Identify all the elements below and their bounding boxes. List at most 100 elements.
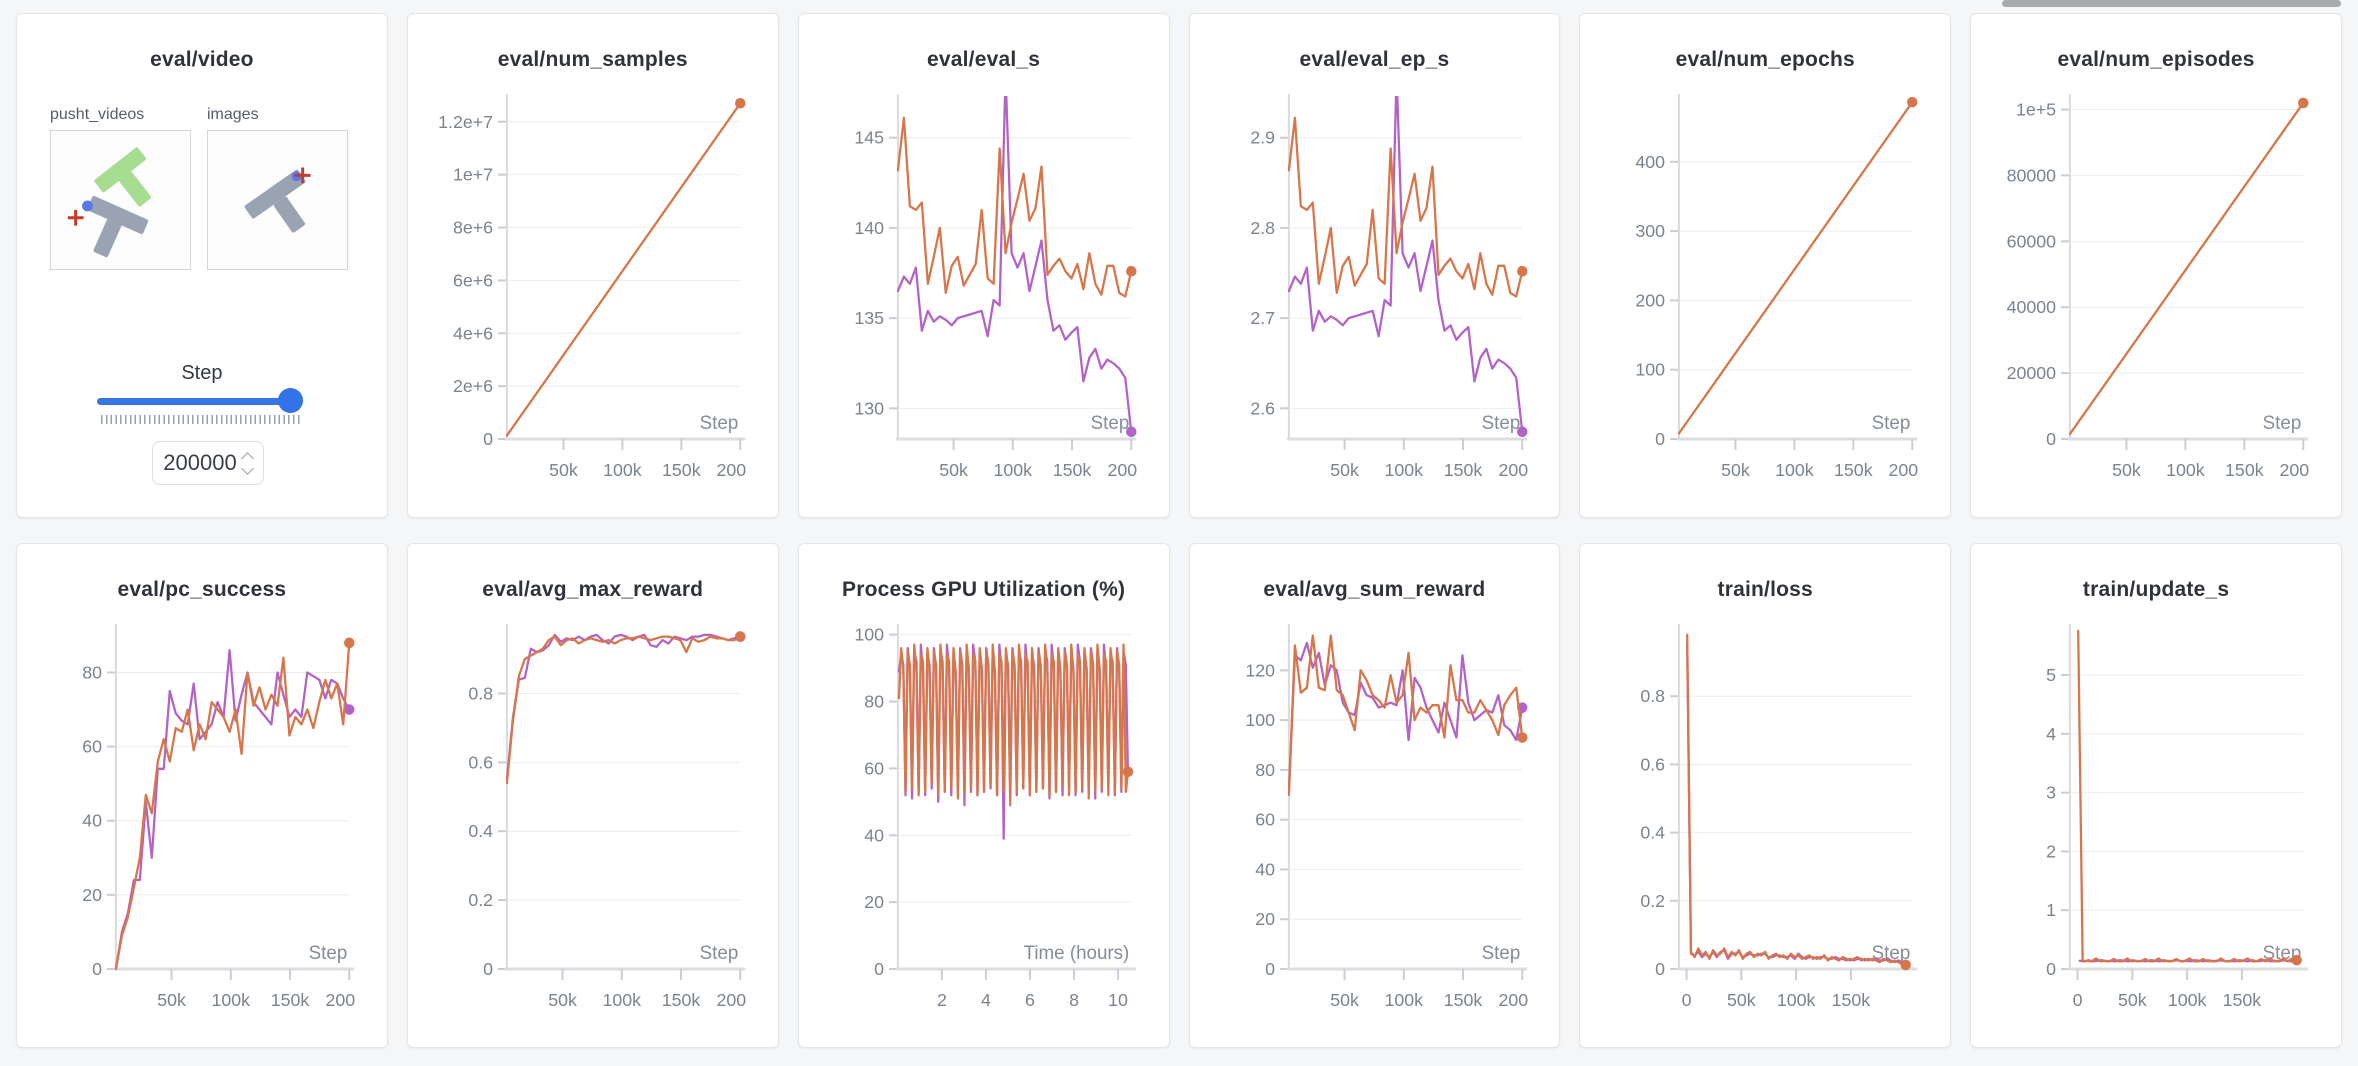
target-cross-icon — [294, 167, 311, 184]
panel-eval-eval-s: eval/eval_s 130 135 140 145 50k 100k 150k 200 St… — [797, 13, 1170, 518]
svg-text:200: 200 — [716, 990, 746, 1010]
chart-canvas-eval-avg-max-reward[interactable]: 0 0.2 0.4 0.6 0.8 50k 100k 150k 200 Step — [408, 614, 778, 1034]
svg-text:100k: 100k — [1384, 460, 1423, 480]
svg-text:80: 80 — [864, 691, 884, 711]
chart-canvas-eval-eval-ep-s[interactable]: 2.6 2.7 2.8 2.9 50k 100k 150k 200 Step — [1190, 84, 1560, 504]
svg-text:2.9: 2.9 — [1250, 128, 1275, 148]
svg-text:100k: 100k — [2168, 990, 2207, 1010]
stepper-control[interactable] — [241, 451, 254, 477]
chart-canvas-train-loss[interactable]: 0 0.2 0.4 0.6 0.8 0 50k 100k 150k Step — [1580, 614, 1950, 1034]
chart-title: eval/num_epochs — [1675, 48, 1855, 71]
svg-text:135: 135 — [854, 308, 884, 328]
svg-text:2.6: 2.6 — [1250, 398, 1275, 418]
svg-text:0.8: 0.8 — [468, 683, 493, 703]
svg-text:150k: 150k — [1834, 460, 1873, 480]
chart-canvas-eval-num-episodes[interactable]: 0 20000 40000 60000 80000 1e+5 50k 100k 150k 200 S… — [1971, 84, 2341, 504]
svg-text:5: 5 — [2046, 665, 2056, 685]
svg-text:0.2: 0.2 — [468, 890, 493, 910]
svg-text:200: 200 — [1107, 460, 1137, 480]
horizontal-scrollbar-thumb[interactable] — [2002, 0, 2341, 7]
chart-title: eval/avg_sum_reward — [1263, 578, 1486, 601]
svg-text:200: 200 — [1889, 460, 1919, 480]
svg-text:200: 200 — [2280, 460, 2310, 480]
chart-canvas-eval-pc-success[interactable]: 0 20 40 60 80 50k 100k 150k 200 Step — [17, 614, 387, 1034]
step-slider-thumb[interactable] — [278, 388, 303, 413]
svg-text:100: 100 — [1245, 710, 1275, 730]
svg-text:50k: 50k — [1727, 990, 1756, 1010]
svg-text:300: 300 — [1636, 221, 1666, 241]
svg-text:1: 1 — [2046, 900, 2056, 920]
chart-canvas-process-gpu-utilization[interactable]: 0 20 40 60 80 100 2 4 6 8 10 Time (hours) — [799, 614, 1169, 1034]
svg-text:150k: 150k — [1443, 460, 1482, 480]
svg-text:50k: 50k — [2112, 460, 2141, 480]
svg-text:100k: 100k — [212, 990, 251, 1010]
svg-text:150k: 150k — [1052, 460, 1091, 480]
media-label-pusht-videos: pusht_videos — [50, 106, 145, 123]
svg-text:150k: 150k — [662, 460, 701, 480]
svg-text:100: 100 — [1636, 360, 1666, 380]
svg-text:Step: Step — [2263, 413, 2302, 434]
svg-text:0.6: 0.6 — [1641, 754, 1666, 774]
svg-text:4: 4 — [2046, 724, 2056, 744]
svg-text:0.4: 0.4 — [1641, 823, 1666, 843]
panel-train-loss: train/loss 0 0.2 0.4 0.6 0.8 0 50k 100k 150k Step — [1579, 543, 1952, 1048]
svg-text:20: 20 — [82, 885, 102, 905]
images-gray-t-shape — [244, 169, 306, 233]
svg-text:50k: 50k — [1330, 990, 1359, 1010]
stepper-down-icon[interactable] — [241, 462, 254, 475]
svg-text:120: 120 — [1245, 660, 1275, 680]
svg-text:80: 80 — [1255, 760, 1275, 780]
panel-eval-eval-ep-s: eval/eval_ep_s 2.6 2.7 2.8 2.9 50k 100k 150k 20… — [1188, 13, 1561, 518]
chart-canvas-eval-avg-sum-reward[interactable]: 0 20 40 60 80 100 120 50k 100k 150k 200 Step — [1190, 614, 1560, 1034]
step-input-value[interactable]: 200000 — [163, 450, 237, 475]
svg-text:50k: 50k — [1721, 460, 1750, 480]
svg-text:0.2: 0.2 — [1641, 891, 1666, 911]
svg-text:40000: 40000 — [2007, 297, 2057, 317]
svg-text:200: 200 — [1498, 990, 1528, 1010]
video-thumbnail-pusht-videos[interactable] — [50, 130, 191, 270]
svg-text:3: 3 — [2046, 783, 2056, 803]
svg-text:60: 60 — [864, 758, 884, 778]
target-cross-icon — [67, 209, 84, 226]
svg-text:80: 80 — [82, 662, 102, 682]
agent-dot-icon — [82, 200, 93, 212]
svg-text:60: 60 — [82, 737, 102, 757]
chart-title: train/update_s — [2082, 578, 2230, 601]
chart-canvas-eval-eval-s[interactable]: 130 135 140 145 50k 100k 150k 200 Step — [799, 84, 1169, 504]
step-slider-track[interactable] — [97, 398, 303, 405]
panel-process-gpu-utilization: Process GPU Utilization (%) 0 20 40 60 80 100… — [797, 543, 1170, 1048]
svg-text:0: 0 — [2046, 429, 2056, 449]
svg-text:130: 130 — [854, 398, 884, 418]
step-slider-label: Step — [181, 362, 223, 384]
svg-text:4: 4 — [981, 990, 991, 1010]
svg-text:0: 0 — [1655, 959, 1665, 979]
panel-eval-num-samples: eval/num_samples 0 2e+6 4e+6 6e+6 8e+6 1e+7 1.… — [406, 13, 779, 518]
svg-text:100k: 100k — [993, 460, 1032, 480]
svg-text:8e+6: 8e+6 — [453, 217, 493, 237]
pusht-green-t-shape — [94, 147, 152, 207]
svg-text:20000: 20000 — [2007, 363, 2057, 383]
chart-canvas-eval-num-samples[interactable]: 0 2e+6 4e+6 6e+6 8e+6 1e+7 1.2e+7 50k 100k 150k 20… — [408, 84, 778, 504]
svg-text:200: 200 — [1636, 290, 1666, 310]
svg-text:Step: Step — [699, 413, 738, 434]
chart-title: eval/eval_s — [927, 48, 1041, 71]
chart-title: eval/num_samples — [497, 48, 688, 71]
svg-text:20: 20 — [1255, 909, 1275, 929]
svg-text:10: 10 — [1108, 990, 1128, 1010]
svg-text:0: 0 — [2073, 990, 2083, 1010]
svg-text:Step: Step — [1872, 943, 1911, 964]
svg-text:Time (hours): Time (hours) — [1023, 943, 1129, 964]
svg-text:0: 0 — [874, 959, 884, 979]
svg-text:0.6: 0.6 — [468, 752, 493, 772]
svg-text:0: 0 — [1655, 429, 1665, 449]
svg-text:1e+5: 1e+5 — [2016, 99, 2056, 119]
svg-text:8: 8 — [1069, 990, 1079, 1010]
svg-text:60: 60 — [1255, 810, 1275, 830]
chart-canvas-eval-num-epochs[interactable]: 0 100 200 300 400 50k 100k 150k 200 Step — [1580, 84, 1950, 504]
svg-text:Step: Step — [1481, 943, 1520, 964]
step-number-input[interactable]: 200000 — [152, 441, 264, 485]
chart-title: train/loss — [1717, 578, 1813, 601]
svg-text:150k: 150k — [1832, 990, 1871, 1010]
video-thumbnail-images[interactable] — [207, 130, 348, 270]
